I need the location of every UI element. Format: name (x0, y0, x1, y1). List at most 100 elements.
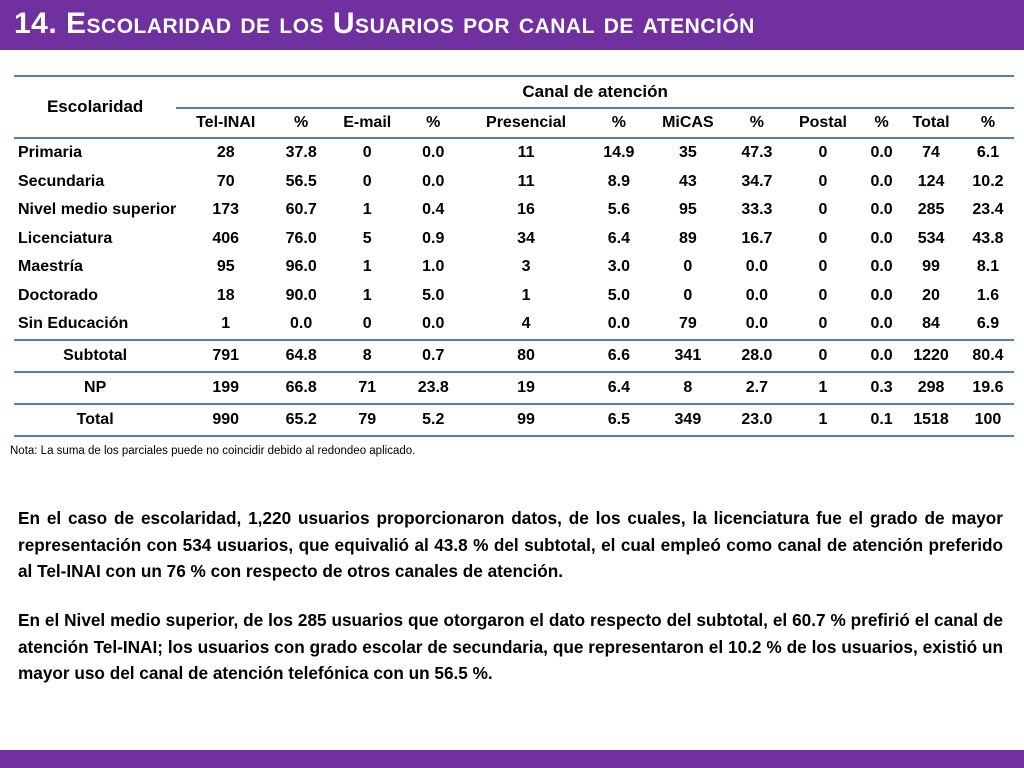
table-cell: 47.3 (741, 144, 773, 162)
column-header: % (961, 107, 1014, 139)
table-cell: 6.4 (607, 229, 630, 247)
table-cell: 70 (216, 172, 235, 190)
table-cell: 11 (517, 172, 535, 190)
table-cell: 6.6 (592, 338, 645, 372)
footer-bar (0, 750, 1024, 768)
table-cell: 0 (683, 258, 693, 276)
table-cell: 8.9 (607, 172, 630, 190)
table-cell: 0.7 (407, 338, 460, 372)
table-row: Doctorado 18 90.0 1 5.0 1 5.0 0 0.0 0 0.0 20 1.6 (14, 282, 1014, 311)
table-cell: 95 (678, 201, 697, 219)
table-cell: 23.4 (972, 201, 1004, 219)
table-cell: 1 (782, 370, 864, 404)
table-cell: 0 (818, 172, 828, 190)
row-label: Sin Educación (18, 315, 129, 333)
row-header-escolaridad: Escolaridad (14, 75, 177, 139)
table-cell: 5.6 (607, 201, 630, 219)
table-cell: 99 (922, 258, 940, 276)
table-cell: 84 (922, 315, 940, 333)
table-cell: 1 (362, 201, 372, 219)
table-cell: 0.0 (870, 315, 893, 333)
table-cell: 35 (678, 144, 697, 162)
table-cell: 1.6 (976, 286, 1000, 304)
table-cell: 406 (212, 229, 240, 247)
table-cell: 0 (818, 286, 828, 304)
table-cell: 534 (917, 229, 945, 247)
escolaridad-table: Escolaridad Canal de atención Tel-INAI% E… (14, 75, 1014, 437)
table-cell: 3 (521, 258, 531, 276)
table-cell: 71 (327, 370, 408, 404)
table-cell: 0 (683, 286, 693, 304)
paragraph-nivel-medio: En el Nivel medio superior, de los 285 u… (18, 610, 1003, 683)
table-cell: 66.8 (275, 370, 328, 404)
table-cell: 0.9 (422, 229, 445, 247)
table-cell: 6.4 (592, 370, 645, 404)
table-cell: 0.0 (422, 144, 445, 162)
table-cell: 0 (362, 172, 372, 190)
table-cell: 0 (818, 144, 828, 162)
table-cell: 0 (818, 201, 828, 219)
table-cell: 0 (818, 315, 828, 333)
table-cell: 0.0 (870, 229, 893, 247)
row-label: Subtotal (14, 338, 177, 372)
table-cell: 23.8 (407, 370, 460, 404)
table-cell: 2.7 (730, 370, 783, 404)
column-header: E-mail (327, 107, 408, 139)
row-label: NP (14, 370, 177, 404)
table-cell: 0.0 (870, 201, 893, 219)
column-header: % (863, 107, 901, 139)
column-header: Presencial (459, 107, 593, 139)
table-cell: 4 (521, 315, 531, 333)
table-header-row: Escolaridad Canal de atención (14, 75, 1014, 139)
table-cell: 0.0 (745, 315, 769, 333)
table-cell: 6.9 (976, 315, 1000, 333)
table-cell: 18 (216, 286, 235, 304)
table-cell: 285 (917, 201, 945, 219)
table-cell: 1 (362, 258, 372, 276)
table-cell: 0 (818, 229, 828, 247)
table-cell: 33.3 (741, 201, 773, 219)
table-cell: 96.0 (285, 258, 317, 276)
column-header: % (592, 107, 645, 139)
table-cell: 6.5 (592, 402, 645, 437)
table-row: Maestría 95 96.0 1 1.0 3 3.0 0 0.0 0 0.0 99 8.1 (14, 253, 1014, 282)
table-cell: 0.0 (870, 258, 893, 276)
table-cell: 298 (900, 370, 962, 404)
table-cell: 341 (644, 338, 731, 372)
table-cell: 16 (517, 201, 535, 219)
table-cell: 5 (362, 229, 372, 247)
table-cell: 34.7 (741, 172, 773, 190)
row-label: Total (14, 402, 177, 437)
table-cell: 43 (678, 172, 697, 190)
table-cell: 65.2 (275, 402, 328, 437)
table-cell: 23.0 (730, 402, 783, 437)
row-label: Primaria (18, 144, 83, 162)
row-label: Secundaria (18, 172, 105, 190)
table-cell: 0.0 (745, 258, 769, 276)
table-cell: 79 (678, 315, 697, 333)
table-cell: 5.0 (422, 286, 445, 304)
table-cell: 99 (459, 402, 593, 437)
table-row: NP 199 66.8 71 23.8 19 6.4 8 2.7 1 0.3 298 19.6 (14, 370, 1014, 404)
column-header: Postal (782, 107, 864, 139)
column-header: % (275, 107, 328, 139)
table-row: Licenciatura 406 76.0 5 0.9 34 6.4 89 16.7 0 0.0 53… (14, 225, 1014, 254)
table-cell: 791 (176, 338, 276, 372)
table-cell: 0.3 (863, 370, 901, 404)
table-cell: 60.7 (285, 201, 317, 219)
table-cell: 34 (517, 229, 535, 247)
table-cell: 100 (961, 402, 1014, 437)
column-header: % (407, 107, 460, 139)
table-cell: 0.0 (607, 315, 630, 333)
column-header: MiCAS (644, 107, 731, 139)
table-cell: 173 (212, 201, 240, 219)
table-cell: 3.0 (607, 258, 630, 276)
title-banner: 14. Escolaridad de los Usuarios por cana… (0, 0, 1024, 50)
table-cell: 90.0 (285, 286, 317, 304)
table-cell: 1 (362, 286, 372, 304)
table-row: Nivel medio superior 173 60.7 1 0.4 16 5.6 95 33… (14, 196, 1014, 225)
table-cell: 10.2 (972, 172, 1004, 190)
column-header: Total (900, 107, 962, 139)
table-cell: 8.1 (976, 258, 1000, 276)
table-cell: 56.5 (285, 172, 317, 190)
